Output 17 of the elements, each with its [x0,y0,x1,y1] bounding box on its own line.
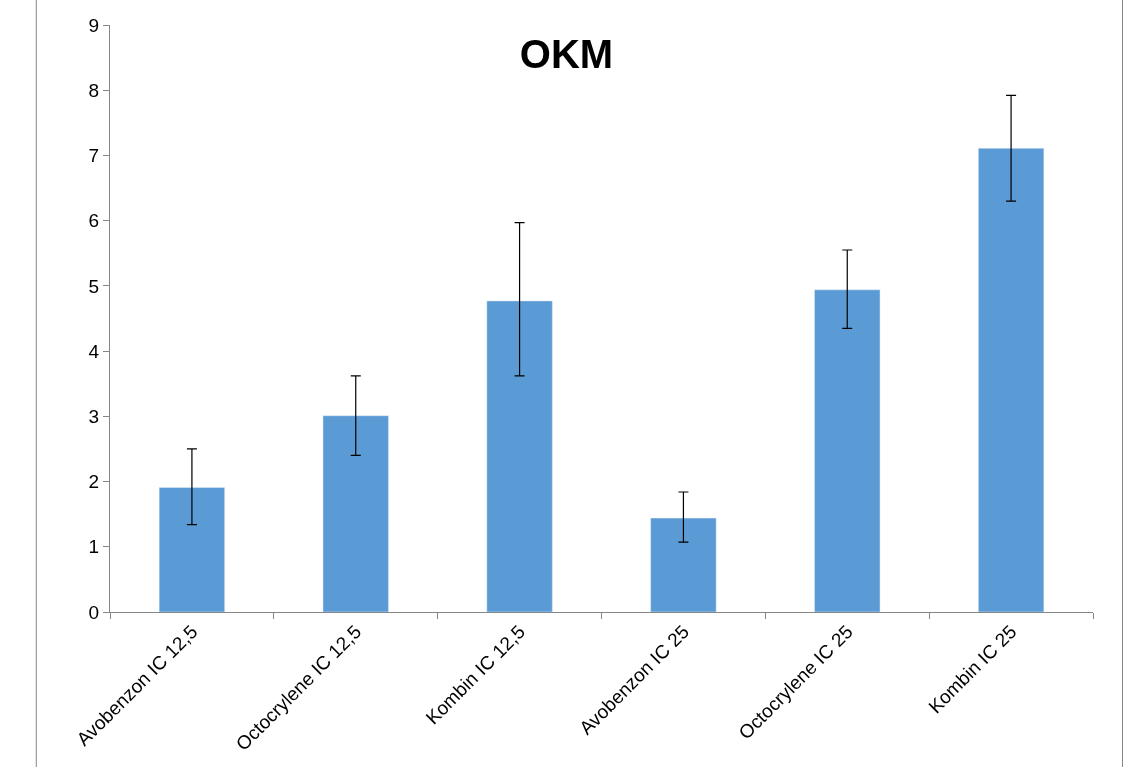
y-tick-label: 5 [88,275,100,297]
y-tick-label: 6 [88,210,100,232]
chart-title: OKM [519,31,614,76]
bar [814,289,881,612]
bar [486,300,553,612]
bar [322,415,389,612]
bar [978,148,1045,612]
y-tick-label: 7 [88,145,100,167]
y-tick-label: 8 [88,79,100,101]
y-tick-label: 1 [88,536,100,558]
bar [158,487,225,612]
y-tick-label: 4 [88,340,100,362]
y-tick-label: 2 [88,471,100,493]
y-tick-label: 3 [88,405,100,427]
y-tick-label: 0 [88,601,100,623]
y-tick-label: 9 [88,14,100,36]
bar [650,517,717,612]
